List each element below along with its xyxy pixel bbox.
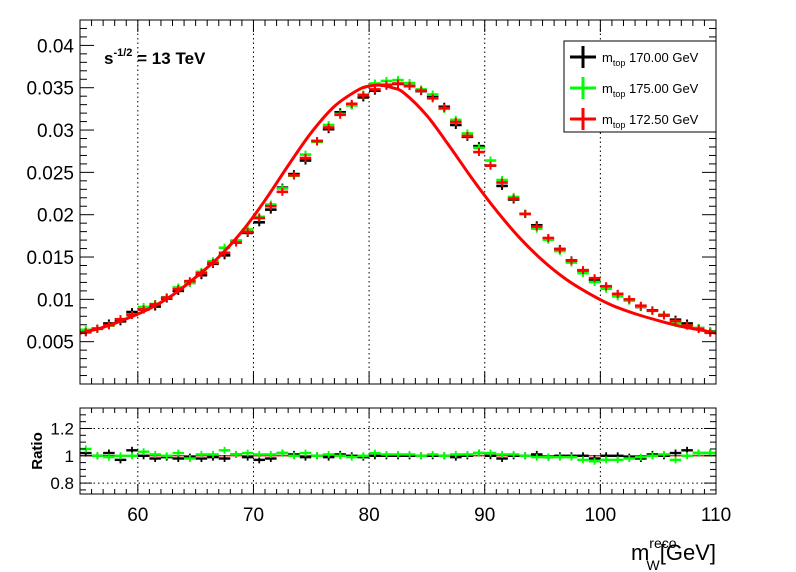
- energy-label: s-1/2 = 13 TeV: [104, 47, 206, 68]
- x-tick-label: 60: [127, 505, 148, 526]
- ratio-plot-frame: [79, 407, 717, 495]
- y-tick-label: 0.04: [37, 36, 74, 57]
- main-y-ticks: 0.005 0.01 0.015 0.02 0.025 0.03 0.035 0.04: [26, 19, 716, 385]
- y-tick-label: 0.03: [37, 121, 74, 142]
- legend-entry-2: mtop 172.50 GeV: [570, 108, 699, 130]
- legend-entry-1: mtop 175.00 GeV: [570, 77, 699, 99]
- x-tick-label: 80: [359, 505, 380, 526]
- fit-curve-line: [79, 83, 717, 335]
- ratio-y-ticks: 0.8 1 1.2: [50, 407, 716, 493]
- y-tick-label: 0.02: [37, 206, 74, 227]
- x-tick-label: 90: [474, 505, 495, 526]
- legend-entry-0: mtop 170.00 GeV: [570, 46, 699, 68]
- ratio-plot-panel: 0.8 1 1.2 Ratio 60 70 80 90 100 110 mreco W[GeV]: [29, 407, 731, 572]
- x-tick-labels: 60 70 80 90 100 110: [127, 505, 731, 526]
- x-tick-label: 100: [585, 505, 617, 526]
- y-tick-label: 0.035: [26, 79, 74, 100]
- y-tick-label: 0.015: [26, 248, 74, 269]
- ratio-grid: [80, 408, 716, 494]
- legend-label: mtop 172.50 GeV: [602, 112, 699, 130]
- main-x-ticks: [79, 20, 717, 384]
- x-tick-label: 70: [243, 505, 264, 526]
- legend-label: mtop 175.00 GeV: [602, 81, 699, 99]
- x-axis-title: mreco W[GeV]: [631, 535, 716, 572]
- ratio-y-tick-label: 0.8: [50, 474, 74, 493]
- ratio-y-tick-label: 1: [65, 447, 74, 466]
- x-tick-label: 110: [701, 505, 731, 526]
- ratio-series-1: [80, 445, 716, 465]
- legend: mtop 170.00 GeV mtop 175.00 GeV mtop 172.5…: [563, 40, 717, 133]
- ratio-x-ticks: [79, 408, 717, 494]
- y-tick-label: 0.025: [26, 163, 74, 184]
- y-tick-label: 0.01: [37, 290, 74, 311]
- main-plot-frame: [79, 19, 717, 385]
- legend-label: mtop 170.00 GeV: [602, 50, 699, 68]
- main-plot-panel: 0.005 0.01 0.015 0.02 0.025 0.03 0.035 0.04 s-1…: [26, 19, 717, 385]
- y-tick-label: 0.005: [26, 333, 74, 354]
- ratio-axis-label: Ratio: [29, 432, 46, 470]
- ratio-histograms: [80, 445, 716, 465]
- ratio-y-tick-label: 1.2: [50, 419, 74, 438]
